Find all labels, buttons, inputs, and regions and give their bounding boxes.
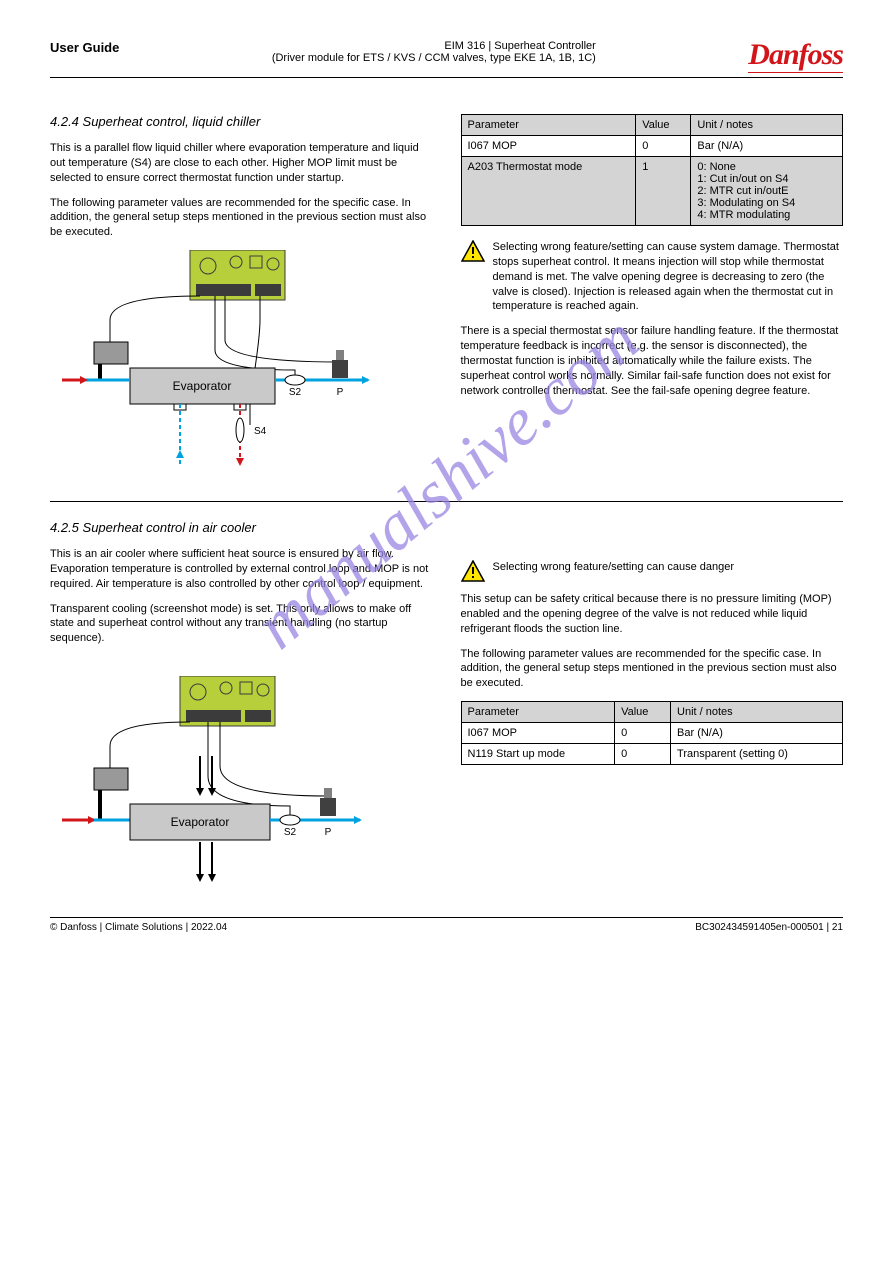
warning-424-text: Selecting wrong feature/setting can caus…: [493, 240, 844, 314]
table-row: A203 Thermostat mode 1 0: None 1: Cut in…: [461, 157, 843, 226]
section-424-left: 4.2.4 Superheat control, liquid chiller …: [50, 114, 447, 483]
section-425: 4.2.5 Superheat control in air cooler Th…: [50, 502, 843, 918]
air-cooler-diagram: Evaporator S2 P: [50, 676, 370, 899]
doc-subtitle: (Driver module for ETS / KVS / CCM valve…: [272, 52, 596, 64]
warning-425: Selecting wrong feature/setting can caus…: [461, 560, 844, 582]
section-424-right: Parameter Value Unit / notes I067 MOP 0 …: [447, 114, 844, 483]
section-425-p3: This setup can be safety critical becaus…: [461, 592, 844, 637]
chiller-diagram: Evaporator S2 P S4: [50, 250, 370, 483]
warning-425-text: Selecting wrong feature/setting can caus…: [493, 560, 735, 575]
evaporator-label: Evaporator: [173, 379, 232, 393]
danfoss-logo: Danfoss: [748, 40, 843, 73]
s2-label: S2: [289, 387, 302, 398]
col-notes: Unit / notes: [671, 702, 843, 723]
section-424-table: Parameter Value Unit / notes I067 MOP 0 …: [461, 114, 844, 226]
footer-left: © Danfoss | Climate Solutions | 2022.04: [50, 922, 227, 933]
page-footer: © Danfoss | Climate Solutions | 2022.04 …: [50, 918, 843, 933]
section-425-right: Selecting wrong feature/setting can caus…: [447, 520, 844, 899]
warning-icon: [461, 240, 485, 262]
section-425-p2: Transparent cooling (screenshot mode) is…: [50, 602, 433, 647]
section-425-table: Parameter Value Unit / notes I067 MOP 0 …: [461, 701, 844, 765]
col-value: Value: [636, 115, 691, 136]
section-424-p2: The following parameter values are recom…: [50, 196, 433, 241]
section-424: 4.2.4 Superheat control, liquid chiller …: [50, 96, 843, 502]
warning-icon: [461, 560, 485, 582]
evaporator-label-2: Evaporator: [171, 815, 230, 829]
table-row: N119 Start up mode 0 Transparent (settin…: [461, 744, 843, 765]
footer-right: BC302434591405en-000501 | 21: [695, 922, 843, 933]
section-425-title: 4.2.5 Superheat control in air cooler: [50, 520, 433, 535]
col-value: Value: [615, 702, 671, 723]
section-424-p3: There is a special thermostat sensor fai…: [461, 324, 844, 398]
p-label-2: P: [325, 827, 332, 838]
doc-type: User Guide: [50, 40, 119, 55]
section-425-left: 4.2.5 Superheat control in air cooler Th…: [50, 520, 447, 899]
col-parameter: Parameter: [461, 115, 636, 136]
doc-title: EIM 316 | Superheat Controller: [272, 40, 596, 52]
section-425-p4: The following parameter values are recom…: [461, 647, 844, 692]
table-row: I067 MOP 0 Bar (N/A): [461, 723, 843, 744]
col-notes: Unit / notes: [691, 115, 843, 136]
doc-title-block: EIM 316 | Superheat Controller (Driver m…: [272, 40, 596, 64]
s4-label: S4: [254, 426, 267, 437]
page-header: User Guide EIM 316 | Superheat Controlle…: [50, 40, 843, 78]
col-parameter: Parameter: [461, 702, 615, 723]
table-row: I067 MOP 0 Bar (N/A): [461, 136, 843, 157]
warning-424: Selecting wrong feature/setting can caus…: [461, 240, 844, 314]
p-label: P: [337, 387, 344, 398]
section-424-title: 4.2.4 Superheat control, liquid chiller: [50, 114, 433, 129]
s2-label-2: S2: [284, 827, 297, 838]
section-424-p1: This is a parallel flow liquid chiller w…: [50, 141, 433, 186]
section-425-p1: This is an air cooler where sufficient h…: [50, 547, 433, 592]
